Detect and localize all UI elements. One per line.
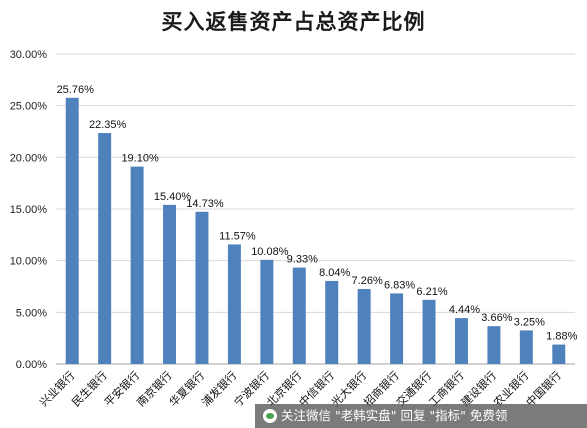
- bar: [325, 280, 339, 364]
- y-tick-label: 0.00%: [16, 359, 47, 371]
- data-label: 3.25%: [514, 316, 545, 328]
- bar: [422, 299, 436, 364]
- bar: [390, 293, 404, 364]
- bar: [163, 204, 177, 364]
- bar: [487, 326, 501, 364]
- data-label: 25.76%: [57, 84, 95, 96]
- data-label: 7.26%: [352, 275, 383, 287]
- data-labels: 25.76% 22.35% 19.10% 15.40%14.73% 11.57% 10.0…: [57, 84, 578, 343]
- bar: [130, 166, 144, 364]
- y-tick-label: 20.00%: [10, 152, 48, 164]
- bar: [454, 318, 468, 364]
- bar: [195, 211, 209, 364]
- bar: [227, 244, 241, 364]
- bars: [65, 97, 566, 365]
- chart-title: 买入返售资产占总资产比例: [161, 10, 426, 34]
- y-tick-label: 15.00%: [10, 204, 48, 216]
- y-axis-tick-labels: 0.00% 5.00% 10.00% 15.00% 20.00% 25.00% 30.00%: [10, 49, 48, 371]
- data-label: 6.21%: [416, 286, 447, 298]
- y-tick-label: 10.00%: [10, 256, 48, 268]
- watermark-bar: 关注微信 "老韩实盘" 回复 "指标" 免费领: [255, 404, 587, 428]
- data-label: 3.66%: [481, 312, 512, 324]
- bar: [292, 267, 306, 364]
- wechat-icon: [263, 408, 277, 423]
- data-label: 8.04%: [319, 267, 350, 279]
- data-label: 11.57%: [219, 230, 256, 242]
- bar: [65, 97, 79, 365]
- bar: [519, 330, 533, 364]
- data-label: 1.88%: [546, 331, 577, 343]
- y-tick-label: 25.00%: [10, 101, 48, 113]
- watermark-text: 关注微信 "老韩实盘" 回复 "指标" 免费领: [281, 408, 508, 423]
- bar: [260, 259, 274, 364]
- y-tick-label: 5.00%: [16, 307, 47, 319]
- data-label: 4.44%: [449, 304, 480, 316]
- data-label: 15.40%: [154, 191, 192, 203]
- data-label: 19.10%: [121, 153, 159, 165]
- data-label: 14.73%: [186, 198, 224, 210]
- data-label: 22.35%: [89, 119, 127, 131]
- y-tick-label: 30.00%: [10, 49, 48, 61]
- data-label: 6.83%: [384, 279, 415, 291]
- bar: [98, 133, 112, 364]
- data-label: 10.08%: [251, 246, 289, 258]
- bar: [552, 344, 566, 364]
- data-label: 9.33%: [287, 254, 318, 266]
- bar: [357, 288, 371, 364]
